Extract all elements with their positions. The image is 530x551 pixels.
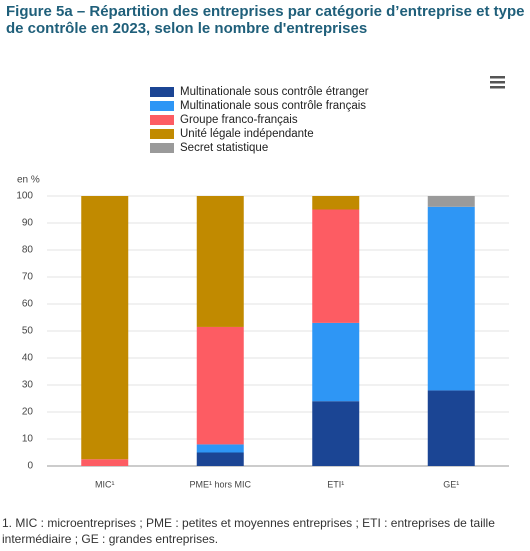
x-tick-label: GE¹ xyxy=(443,479,459,489)
x-tick-label: ETI¹ xyxy=(327,479,344,489)
legend-label: Groupe franco-français xyxy=(180,114,298,126)
y-tick-label: 70 xyxy=(22,272,34,283)
bar-segment xyxy=(81,196,129,460)
y-tick-label: 20 xyxy=(22,407,34,418)
chart: en % 0 10 20 30 40 50 60 70 80 90 100 Multinational… xyxy=(16,76,509,489)
bar-segment xyxy=(312,401,360,466)
legend-swatch xyxy=(150,129,174,139)
legend-label: Unité légale indépendante xyxy=(180,128,314,140)
bar-segment xyxy=(196,444,244,453)
y-tick-label: 0 xyxy=(27,461,33,472)
legend-label: Multinationale sous contrôle étranger xyxy=(180,86,369,98)
bar-segment xyxy=(81,459,129,466)
chart-title: Figure 5a – Répartition des entreprises … xyxy=(6,3,525,37)
legend-label: Secret statistique xyxy=(180,142,268,154)
menu-icon[interactable] xyxy=(490,76,505,89)
bar-segment xyxy=(196,326,244,445)
y-tick-label: 80 xyxy=(22,245,34,256)
legend-swatch xyxy=(150,115,174,125)
y-tick-label: 40 xyxy=(22,353,34,364)
bar-segment xyxy=(312,209,360,323)
bar-segment xyxy=(196,452,244,466)
x-tick-label: PME¹ hors MIC xyxy=(189,479,251,489)
bar-segment xyxy=(427,206,475,391)
legend-swatch xyxy=(150,101,174,111)
legend-label: Multinationale sous contrôle français xyxy=(180,100,366,112)
y-tick-label: 60 xyxy=(22,299,34,310)
y-tick-label: 10 xyxy=(22,434,34,445)
footnote: 1. MIC : microentreprises ; PME : petite… xyxy=(2,516,495,546)
y-tick-label: 100 xyxy=(16,191,33,202)
legend-swatch xyxy=(150,143,174,153)
bar-segment xyxy=(312,322,360,402)
bar-segment xyxy=(427,196,475,207)
menu-bar xyxy=(490,81,505,84)
y-tick-label: 50 xyxy=(22,326,34,337)
menu-bar xyxy=(490,76,505,79)
y-tick-label: 90 xyxy=(22,218,34,229)
y-tick-label: 30 xyxy=(22,380,34,391)
y-axis-label: en % xyxy=(17,175,40,186)
bar-segment xyxy=(196,196,244,327)
menu-bar xyxy=(490,86,505,89)
bar-segment xyxy=(312,196,360,210)
legend-swatch xyxy=(150,87,174,97)
x-tick-label: MIC¹ xyxy=(95,479,115,489)
bar-segment xyxy=(427,390,475,466)
